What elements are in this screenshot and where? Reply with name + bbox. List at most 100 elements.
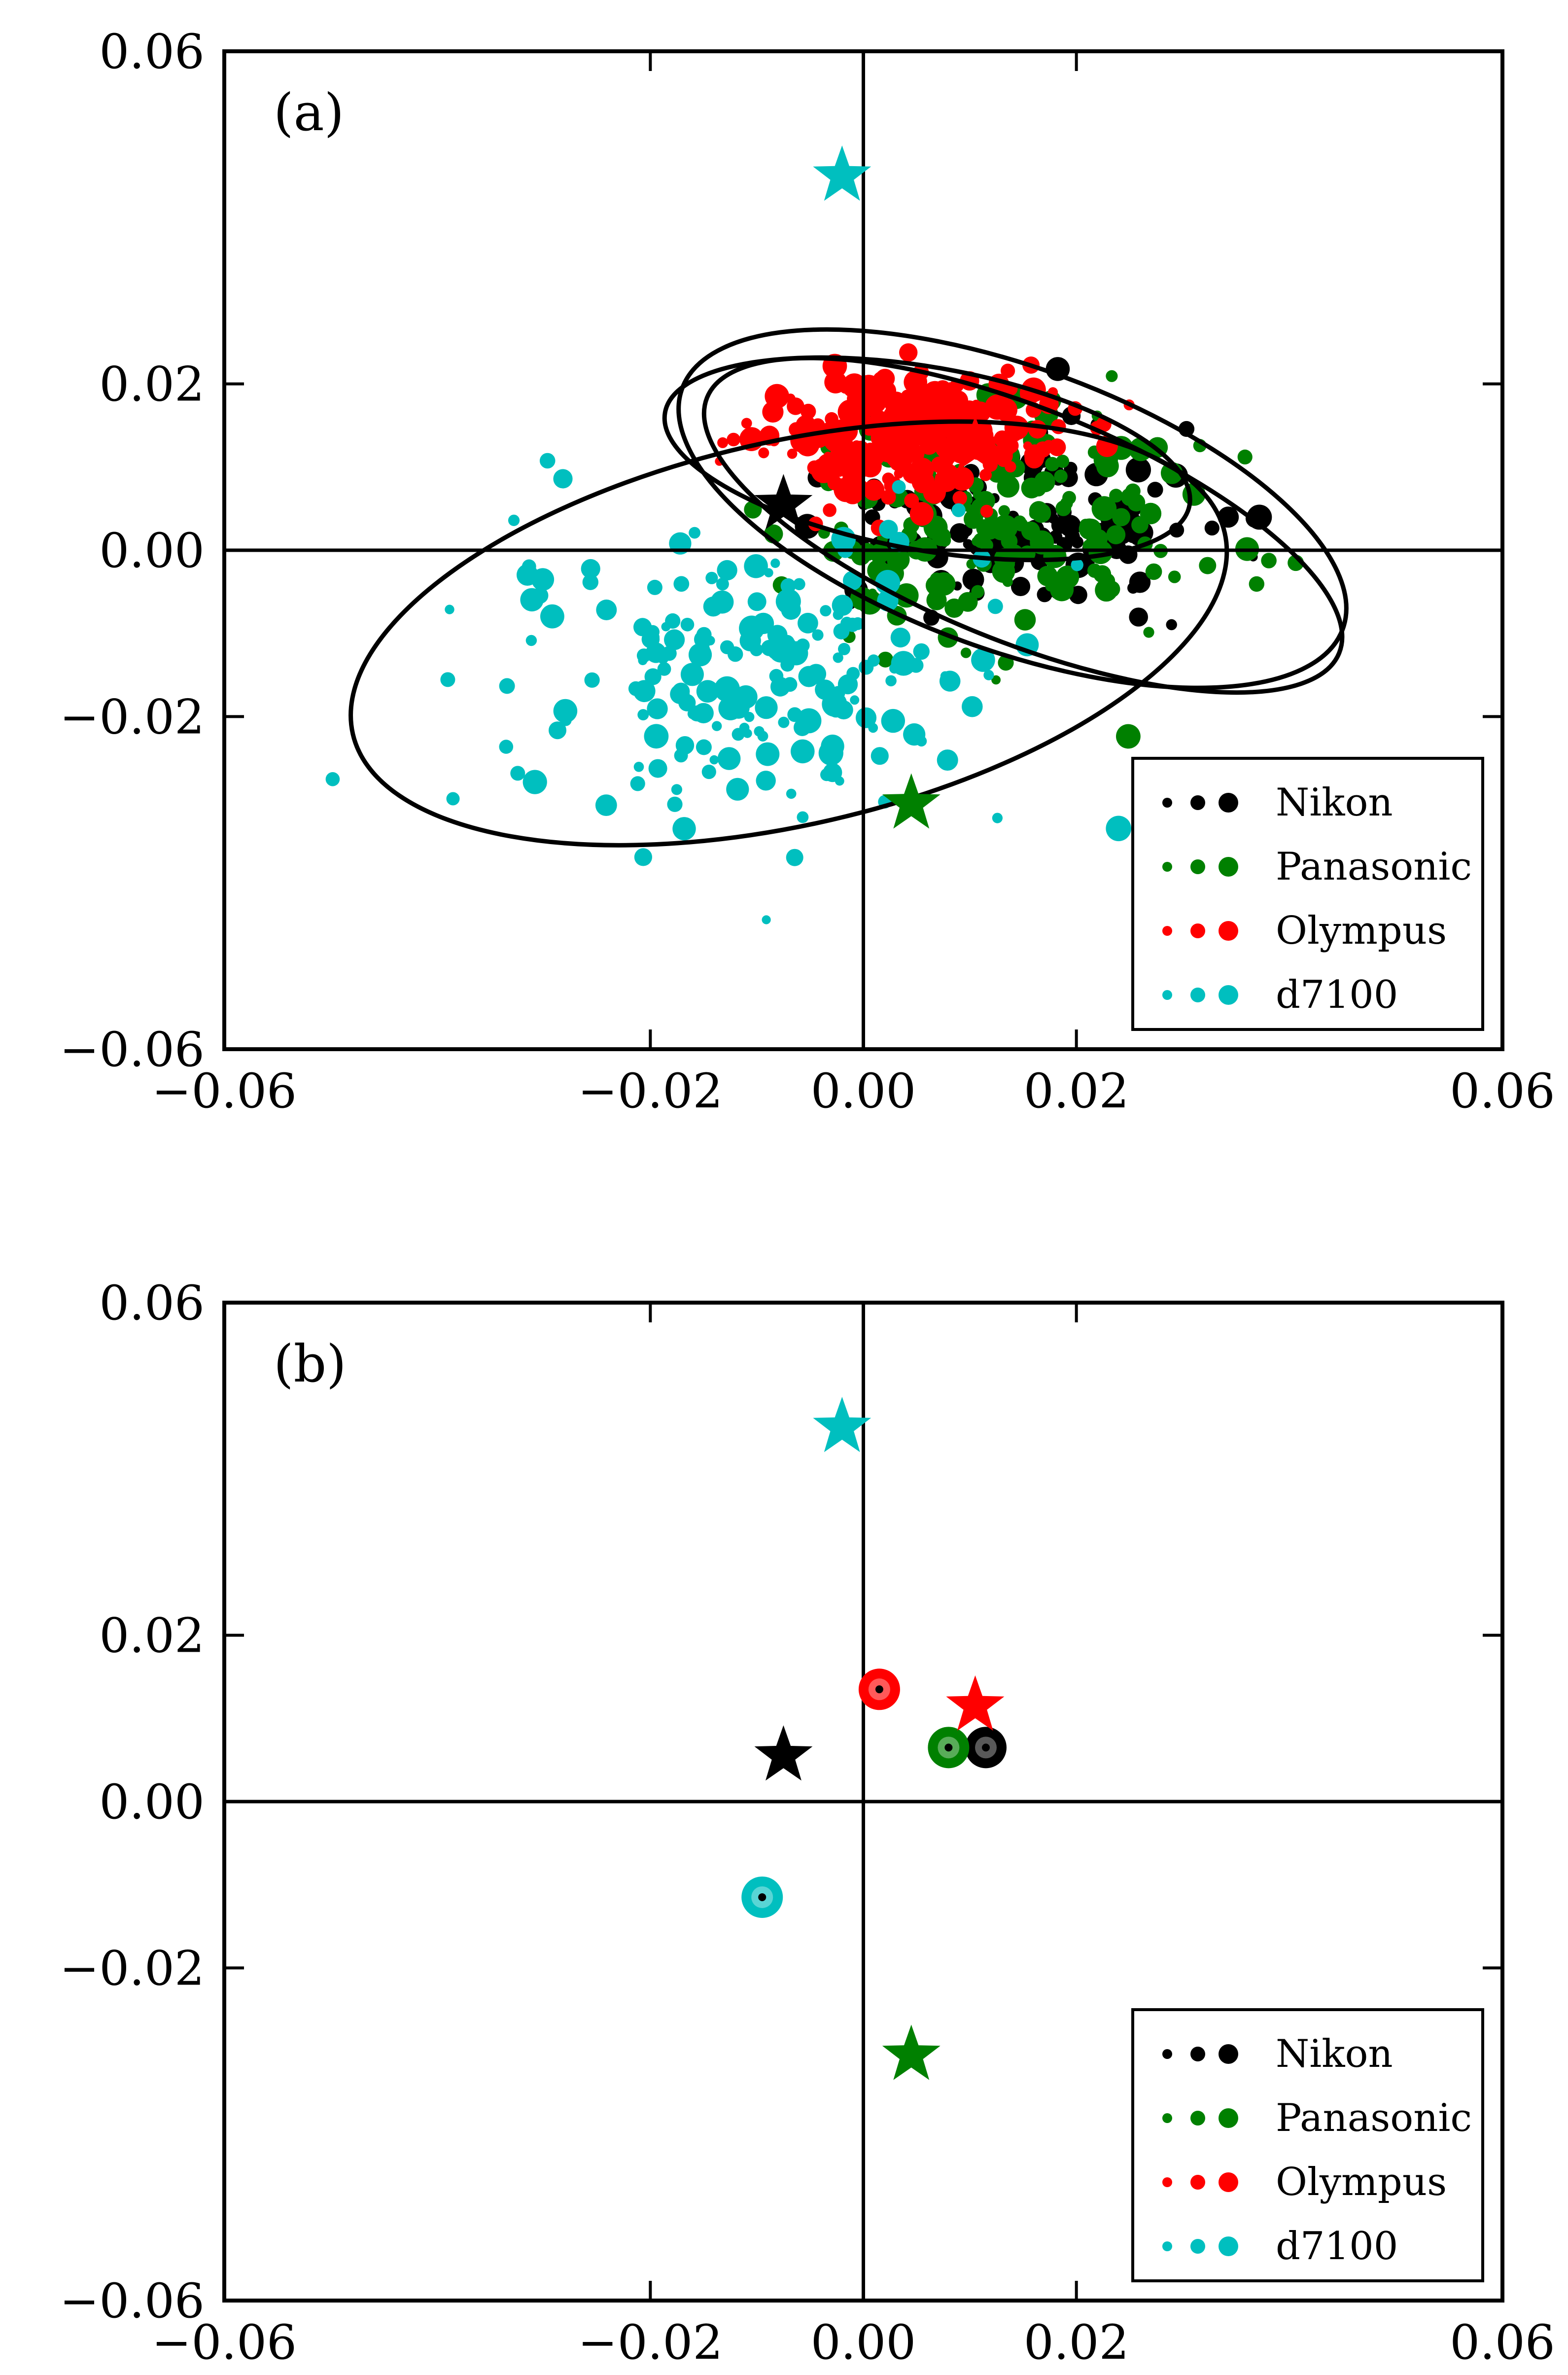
scatter-point-olympus (991, 448, 1004, 461)
scatter-point-olympus (980, 504, 993, 518)
scatter-point-panasonic (1045, 581, 1056, 592)
scatter-point-d7100 (1071, 559, 1083, 571)
scatter-point-panasonic (998, 505, 1010, 517)
scatter-point-d7100 (890, 628, 910, 648)
scatter-point-d7100 (638, 656, 648, 666)
scatter-point-d7100 (851, 617, 865, 630)
scatter-point-panasonic (1100, 573, 1115, 589)
scatter-point-d7100 (705, 571, 718, 584)
legend-marker-panasonic (1219, 857, 1238, 877)
scatter-point-olympus (984, 394, 1010, 420)
scatter-point-d7100 (734, 685, 758, 709)
legend-marker-olympus (1190, 2175, 1205, 2190)
scatter-point-nikon (1169, 523, 1185, 538)
scatter-point-panasonic (1054, 469, 1068, 483)
legend-label-d7100: d7100 (1276, 2224, 1398, 2269)
scatter-point-d7100 (1106, 815, 1131, 842)
legend-marker-nikon (1162, 798, 1172, 808)
y-tick-label: 0.06 (99, 24, 205, 79)
scatter-point-d7100 (446, 792, 460, 806)
scatter-point-d7100 (833, 652, 843, 663)
scatter-point-olympus (832, 455, 845, 469)
scatter-point-panasonic (1014, 609, 1036, 631)
scatter-point-d7100 (744, 711, 755, 722)
scatter-point-panasonic (972, 479, 981, 489)
y-tick-label: −0.02 (60, 1941, 205, 1996)
scatter-point-d7100 (770, 558, 780, 568)
scatter-point-olympus (928, 425, 947, 444)
scatter-point-olympus (842, 465, 864, 487)
scatter-point-olympus (823, 503, 836, 517)
scatter-point-d7100 (791, 739, 815, 764)
scatter-point-olympus (1024, 449, 1044, 469)
scatter-point-panasonic (1249, 576, 1264, 592)
scatter-point-olympus (899, 343, 918, 362)
scatter-point-panasonic (973, 490, 982, 499)
scatter-point-olympus (1001, 363, 1015, 378)
scatter-point-olympus (904, 493, 919, 508)
scatter-point-olympus (852, 396, 863, 407)
scatter-point-olympus (727, 432, 740, 447)
scatter-point-d7100 (630, 776, 645, 791)
scatter-point-d7100 (696, 739, 712, 755)
scatter-point-olympus (825, 412, 838, 426)
scatter-point-d7100 (671, 784, 682, 795)
scatter-point-olympus (807, 460, 822, 475)
scatter-point-d7100 (881, 709, 906, 733)
scatter-point-d7100 (696, 627, 712, 642)
scatter-point-d7100 (596, 600, 617, 620)
scatter-point-panasonic (1091, 496, 1117, 521)
scatter-point-d7100 (517, 564, 538, 586)
legend-marker-d7100 (1190, 988, 1205, 1002)
scatter-point-d7100 (756, 742, 780, 766)
legend-marker-nikon (1162, 2049, 1172, 2059)
scatter-point-d7100 (697, 642, 710, 655)
scatter-point-panasonic (1001, 532, 1018, 550)
scatter-point-d7100 (840, 616, 854, 630)
scatter-point-d7100 (667, 796, 683, 812)
scatter-point-d7100 (701, 764, 716, 780)
scatter-point-d7100 (987, 599, 1003, 614)
scatter-point-d7100 (868, 723, 878, 733)
scatter-point-d7100 (712, 721, 722, 731)
scatter-point-d7100 (520, 588, 544, 612)
scatter-point-panasonic (1109, 489, 1123, 503)
scatter-point-panasonic (1140, 502, 1162, 525)
scatter-point-olympus (827, 475, 842, 491)
scatter-point-d7100 (796, 638, 810, 653)
scatter-point-d7100 (674, 748, 688, 763)
scatter-point-olympus (943, 382, 958, 397)
star-marker-d7100 (813, 145, 871, 201)
scatter-point-d7100 (832, 595, 853, 616)
y-tick-label: −0.06 (60, 2273, 205, 2329)
panel-a: −0.06 −0.02 0.00 0.02 0.06 −0.06 −0.02 0.00 0.02… (60, 24, 1555, 1119)
scatter-point-olympus (897, 448, 914, 466)
scatter-point-d7100 (992, 813, 1003, 823)
scatter-point-d7100 (716, 577, 729, 591)
scatter-point-nikon (1065, 529, 1080, 544)
scatter-point-d7100 (871, 747, 889, 765)
scatter-point-olympus (934, 468, 958, 492)
x-tick-label: −0.06 (152, 2315, 297, 2370)
scatter-point-d7100 (775, 589, 801, 614)
scatter-point-olympus (852, 490, 863, 501)
star-marker-d7100 (813, 1397, 871, 1453)
scatter-point-olympus (741, 418, 752, 429)
scatter-point-panasonic (1112, 508, 1131, 527)
scatter-point-olympus (787, 397, 804, 415)
mean-point-center-panasonic (944, 1743, 953, 1752)
confidence-ellipse-nikon (701, 355, 1345, 695)
legend-marker-olympus (1190, 923, 1205, 938)
scatter-point-panasonic (1031, 503, 1051, 523)
scatter-point-d7100 (793, 578, 805, 591)
scatter-point-olympus (924, 440, 937, 452)
mean-point-center-olympus (875, 1685, 883, 1694)
scatter-point-panasonic (1087, 563, 1102, 578)
scatter-point-d7100 (778, 716, 790, 728)
scatter-point-nikon (1010, 576, 1031, 597)
legend-marker-panasonic (1162, 2113, 1172, 2123)
scatter-point-d7100 (717, 747, 741, 770)
scatter-point-olympus (823, 452, 833, 461)
scatter-point-panasonic (1237, 449, 1253, 465)
